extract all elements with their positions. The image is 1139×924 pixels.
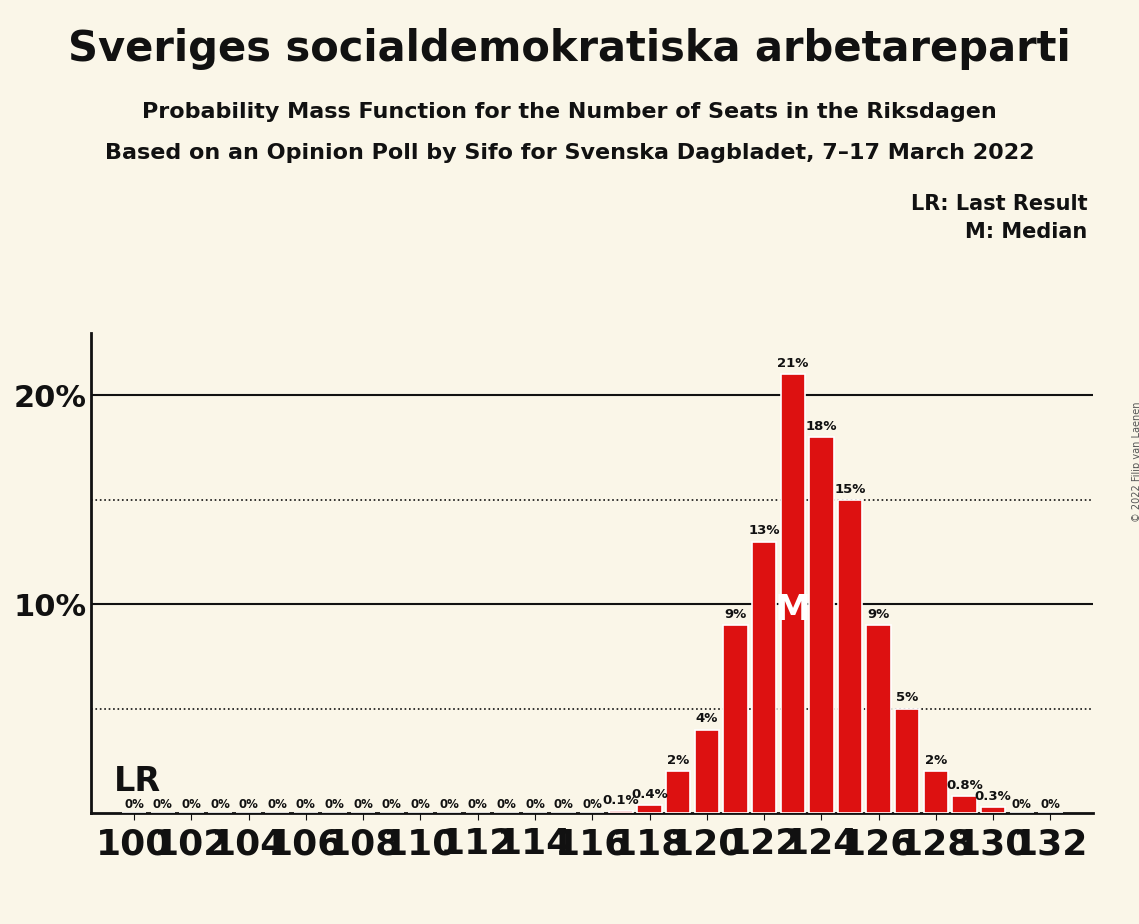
- Text: LR: LR: [114, 765, 161, 798]
- Bar: [780, 374, 805, 813]
- Bar: [752, 541, 777, 813]
- Text: 18%: 18%: [805, 419, 837, 433]
- Text: 0.1%: 0.1%: [603, 794, 639, 807]
- Text: 2%: 2%: [667, 754, 689, 767]
- Text: 13%: 13%: [748, 524, 780, 538]
- Text: 0%: 0%: [153, 798, 173, 811]
- Text: 0%: 0%: [554, 798, 574, 811]
- Text: 0%: 0%: [239, 798, 259, 811]
- Text: Based on an Opinion Poll by Sifo for Svenska Dagbladet, 7–17 March 2022: Based on an Opinion Poll by Sifo for Sve…: [105, 143, 1034, 164]
- Text: 0%: 0%: [124, 798, 144, 811]
- Text: 9%: 9%: [868, 608, 890, 621]
- Bar: [608, 811, 633, 813]
- Text: 0%: 0%: [210, 798, 230, 811]
- Bar: [666, 772, 690, 813]
- Text: 0.8%: 0.8%: [947, 779, 983, 792]
- Bar: [695, 730, 719, 813]
- Bar: [952, 796, 977, 813]
- Bar: [723, 626, 747, 813]
- Bar: [838, 500, 862, 813]
- Bar: [638, 805, 662, 813]
- Bar: [867, 626, 891, 813]
- Bar: [809, 437, 834, 813]
- Text: © 2022 Filip van Laenen: © 2022 Filip van Laenen: [1132, 402, 1139, 522]
- Bar: [981, 807, 1006, 813]
- Text: 0%: 0%: [181, 798, 202, 811]
- Text: 0.4%: 0.4%: [631, 787, 667, 800]
- Text: 0%: 0%: [353, 798, 374, 811]
- Text: 21%: 21%: [777, 358, 809, 371]
- Bar: [924, 772, 948, 813]
- Text: 0%: 0%: [296, 798, 316, 811]
- Text: LR: Last Result: LR: Last Result: [911, 194, 1088, 214]
- Text: Probability Mass Function for the Number of Seats in the Riksdagen: Probability Mass Function for the Number…: [142, 102, 997, 122]
- Text: 0%: 0%: [582, 798, 603, 811]
- Text: 2%: 2%: [925, 754, 947, 767]
- Text: 0%: 0%: [325, 798, 344, 811]
- Text: 0%: 0%: [525, 798, 544, 811]
- Text: M: Median: M: Median: [966, 222, 1088, 242]
- Text: 0%: 0%: [268, 798, 287, 811]
- Text: 0%: 0%: [440, 798, 459, 811]
- Text: 0%: 0%: [382, 798, 402, 811]
- Text: 5%: 5%: [896, 691, 918, 704]
- Text: 9%: 9%: [724, 608, 746, 621]
- Text: 0%: 0%: [410, 798, 431, 811]
- Text: 15%: 15%: [835, 482, 866, 495]
- Bar: [895, 709, 919, 813]
- Text: 0%: 0%: [468, 798, 487, 811]
- Text: 0%: 0%: [1041, 798, 1060, 811]
- Text: Sveriges socialdemokratiska arbetareparti: Sveriges socialdemokratiska arbetarepart…: [68, 28, 1071, 69]
- Text: 0.3%: 0.3%: [975, 790, 1011, 803]
- Text: 0%: 0%: [497, 798, 516, 811]
- Text: 4%: 4%: [696, 712, 718, 725]
- Text: 0%: 0%: [1011, 798, 1032, 811]
- Text: M: M: [775, 593, 811, 627]
